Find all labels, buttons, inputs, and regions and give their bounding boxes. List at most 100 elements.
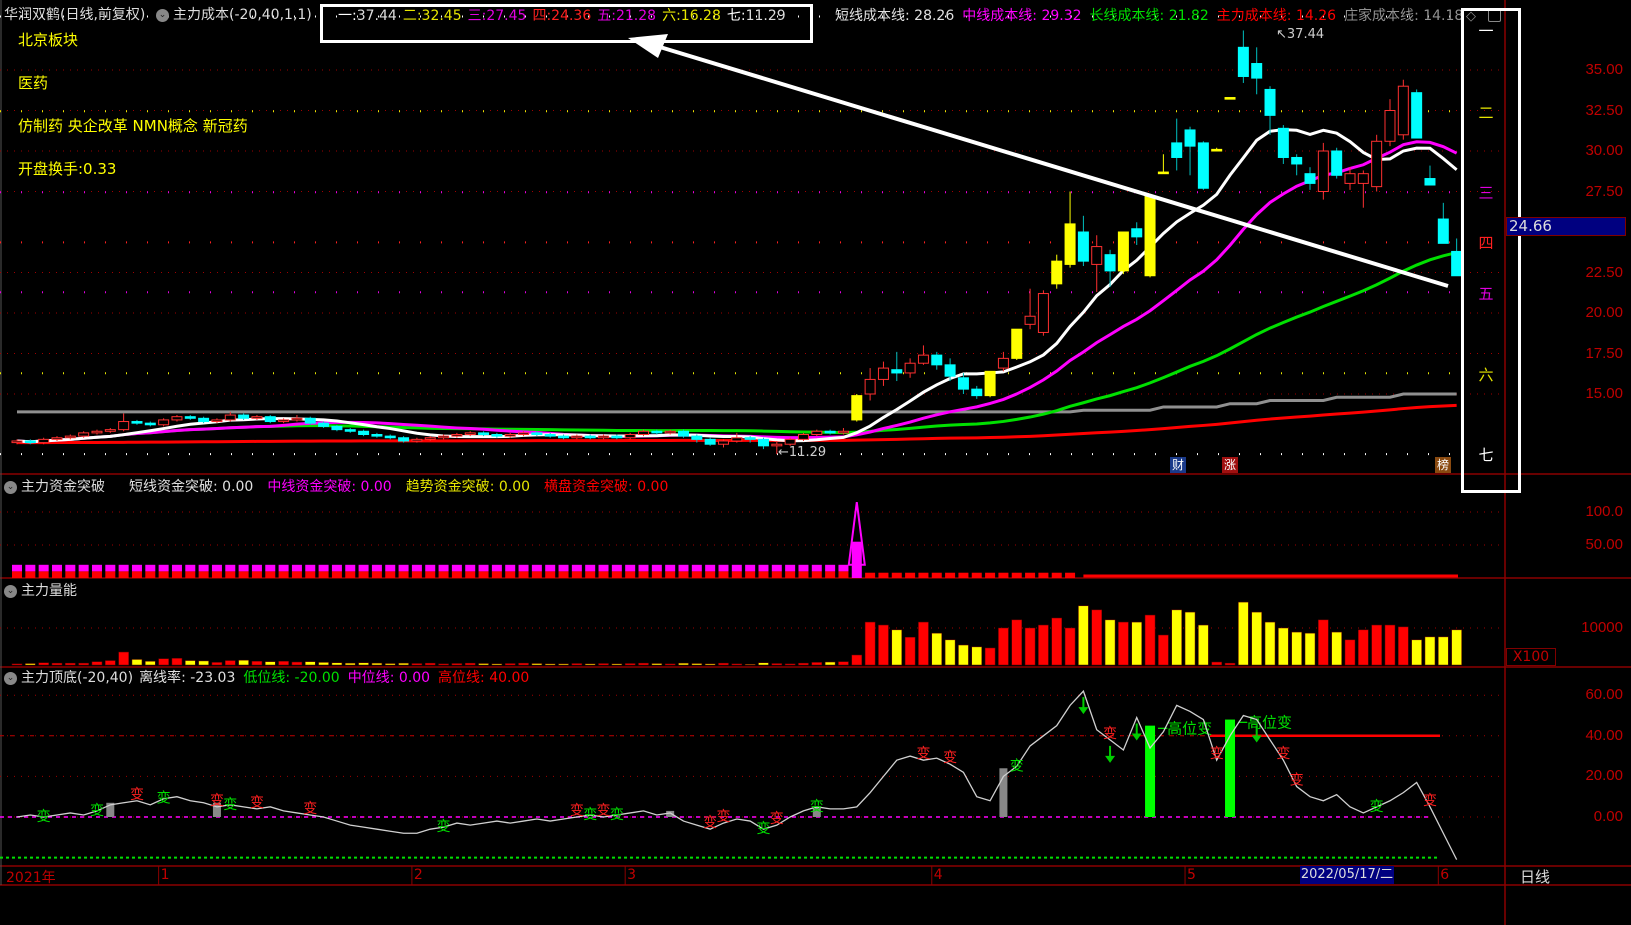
volume-bar [984, 647, 996, 666]
fund-bar-top [225, 564, 236, 572]
current-price-tag: 24.66 [1506, 217, 1626, 236]
volume-bar [1211, 661, 1222, 666]
fund-bar [518, 571, 529, 578]
fund-bar [811, 571, 822, 578]
high-signal-bar [1225, 719, 1236, 817]
candle-body [491, 434, 503, 437]
side-level-3[interactable]: 三 [1478, 184, 1494, 202]
volume-bar [65, 662, 76, 666]
fund-bar [385, 571, 396, 578]
badge-limit-up[interactable]: 涨 [1222, 457, 1238, 473]
fund-bar-top [705, 564, 716, 572]
volume-bar [811, 662, 823, 666]
fund-bar [65, 571, 76, 578]
side-level-5[interactable]: 五 [1478, 285, 1494, 303]
price-axis-label: 17.50 [1585, 344, 1623, 362]
indicator-selector[interactable]: ⌄ 主力成本(-20,40,1,1) [156, 5, 312, 25]
change-marker-red: 变 [250, 795, 264, 811]
fund-item-label: 短线资金突破 [129, 479, 213, 495]
candle-body [1024, 315, 1036, 325]
candle-body [144, 422, 156, 426]
candle-body [1144, 195, 1156, 277]
cost-line-value: 14.18 [1423, 8, 1464, 24]
fund-bar [651, 571, 662, 578]
candle-body [997, 357, 1009, 369]
time-axis-label: 6 [1440, 867, 1450, 883]
side-level-6[interactable]: 六 [1478, 366, 1494, 384]
candle-body [904, 362, 916, 374]
change-marker-red: 变 [597, 803, 611, 819]
chevron-down-icon[interactable]: ⌄ [4, 480, 17, 494]
candle-body [1371, 140, 1383, 188]
chevron-down-icon[interactable]: ⌄ [156, 8, 169, 22]
level-label: 一 [338, 8, 352, 24]
volume-bar [998, 627, 1009, 666]
fund-bar-top [611, 564, 622, 572]
fund-bar-top [345, 564, 356, 572]
candle-body [1397, 85, 1409, 136]
candle-body [931, 354, 943, 366]
volume-bar [1438, 636, 1449, 666]
fund-bar [438, 571, 449, 578]
side-level-2[interactable]: 二 [1478, 104, 1494, 122]
candle-body [1317, 150, 1329, 192]
volume-bar [491, 663, 503, 666]
fund-bar-top [691, 564, 702, 572]
volume-bar [838, 661, 849, 666]
down-arrow-icon [1131, 723, 1142, 741]
badge-ranking[interactable]: 榜 [1435, 457, 1451, 473]
fund-bar [1065, 572, 1076, 578]
volume-bar [558, 663, 569, 666]
fund-bar [158, 571, 169, 578]
candle-body [971, 388, 983, 397]
fund-bar [491, 571, 502, 578]
chevron-down-icon[interactable]: ⌄ [4, 671, 17, 685]
high-signal-label: ─高位变 [1157, 720, 1212, 738]
volume-bar [704, 663, 716, 666]
candle-body [51, 437, 63, 440]
chevron-down-icon[interactable]: ⌄ [4, 584, 17, 598]
period-button[interactable]: 日线 [1520, 868, 1551, 886]
fund-bar [825, 571, 836, 578]
top-axis-label: 60.00 [1585, 686, 1623, 704]
volume-bar [251, 661, 263, 666]
volume-bar [851, 654, 863, 666]
side-level-1[interactable]: 一 [1478, 22, 1494, 40]
volume-bar [424, 662, 436, 666]
fund-bar [25, 571, 36, 578]
badge-finance[interactable]: 财 [1170, 457, 1186, 473]
candle-body [891, 369, 903, 374]
fund-bar [38, 571, 49, 578]
volume-bar [1064, 627, 1076, 666]
candle-body [811, 430, 823, 436]
deviation-line [16, 689, 1458, 860]
fund-bar-top [78, 564, 89, 572]
candle-body [104, 429, 116, 432]
volume-bar [1331, 631, 1342, 666]
volume-bar [1318, 619, 1329, 666]
candle-body [131, 421, 143, 424]
volume-bar [411, 663, 423, 666]
candle-body [198, 417, 210, 423]
fund-bar [451, 571, 462, 578]
separator: : [676, 8, 681, 24]
candle-body [611, 435, 623, 439]
side-level-4[interactable]: 四 [1478, 234, 1494, 252]
candle-body [278, 419, 290, 423]
fund-bar [238, 571, 249, 578]
fund-bar [1051, 572, 1062, 578]
volume-bar [758, 662, 769, 666]
side-level-7[interactable]: 七 [1478, 446, 1494, 464]
volume-bar [358, 662, 369, 666]
diamond-icon[interactable]: ◇ [1466, 9, 1476, 24]
fund-bar [171, 571, 182, 578]
candle-body [1437, 218, 1449, 244]
separator: : [181, 670, 191, 686]
fund-bar [145, 571, 156, 578]
change-marker-red: 变 [703, 815, 717, 831]
volume-bar [371, 662, 383, 666]
price-axis-label: 15.00 [1585, 385, 1623, 402]
down-arrow-icon [1078, 697, 1089, 715]
fund-bar-top [371, 564, 382, 572]
